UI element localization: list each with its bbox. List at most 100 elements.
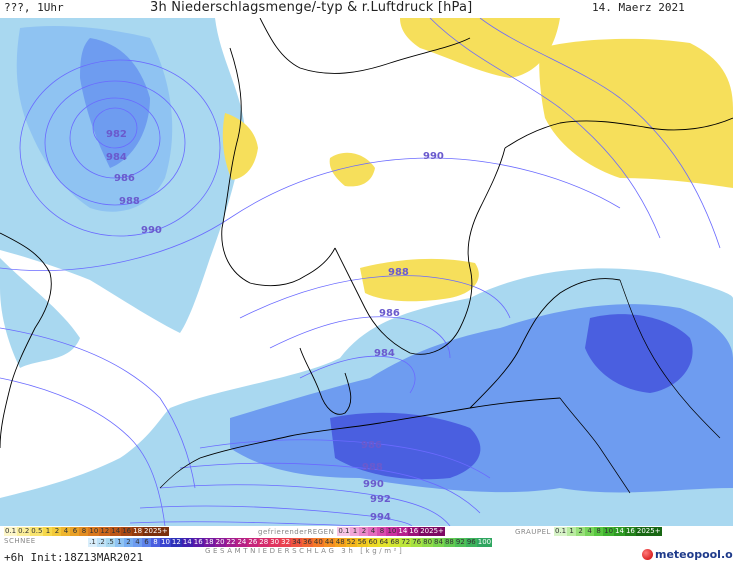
isobar-west-1: [0, 327, 196, 489]
isobar-label-986-center: 986: [379, 308, 400, 319]
brand-logo[interactable]: meteopool.org: [642, 548, 733, 561]
legend-precip-swatch-9: 12: [170, 538, 182, 547]
legend-snow-label-row: SCHNEE: [4, 536, 36, 545]
legend-freezing-swatch-4: 8: [377, 527, 387, 536]
legend-precip-swatch-11: 16: [192, 538, 204, 547]
isobar-east-1: [429, 18, 661, 239]
isobar-988-b: [239, 275, 511, 319]
legend-precip-swatch-23: 44: [323, 538, 335, 547]
legend-precip-swatch-7: 8: [151, 538, 160, 547]
isobar-984: [69, 97, 161, 179]
rain-field-central-heavy: [585, 314, 693, 393]
legend-precip-swatch-13: 20: [214, 538, 226, 547]
legend-snow-swatch-0: 0.1: [4, 527, 18, 536]
isobar-label-988-south: 988: [362, 462, 383, 473]
isobar-label-984: 984: [106, 152, 127, 163]
legend-precip-swatch-22: 40: [312, 538, 324, 547]
legend-graupel-swatch-1: 1: [567, 527, 577, 536]
legend-precip-swatch-29: 68: [389, 538, 401, 547]
legend-snow-swatch-11: 16: [121, 527, 133, 536]
isobar-label-986: 986: [114, 173, 135, 184]
isobar-992: [139, 505, 413, 526]
legend-snow-label: SCHNEE: [4, 536, 36, 545]
legend-snow-swatch-4: 2: [52, 527, 62, 536]
brand-logo-icon: [642, 549, 653, 560]
legend-precip-swatch-21: 36: [301, 538, 313, 547]
legend-precip-swatch-17: 28: [258, 538, 270, 547]
legend-precip-swatch-36: 96: [465, 538, 477, 547]
map-date: 14. Maerz 2021: [592, 1, 685, 14]
legend-precip-swatch-25: 52: [345, 538, 357, 547]
legend-snow-swatch-5: 4: [61, 527, 71, 536]
rain-field-west-lower: [0, 258, 80, 368]
snow-field-norway: [222, 113, 258, 180]
coastline-finland: [504, 117, 733, 149]
legend-freezing-swatch-7: 16: [408, 527, 420, 536]
legend-freezing-swatch-1: 1: [350, 527, 360, 536]
legend-precip-swatch-20: 34: [291, 538, 302, 547]
precip-layer: [0, 18, 733, 526]
isobar-988: [19, 59, 221, 237]
legend-freezing-swatch-8: 2025+: [419, 527, 445, 536]
legend-snow-swatch-8: 10: [88, 527, 100, 536]
legend-precip-swatch-1: .2: [97, 538, 106, 547]
legend-snow-swatch-6: 6: [70, 527, 80, 536]
isobar-994: [129, 521, 361, 526]
legend-precip-swatch-31: 76: [411, 538, 423, 547]
legend-precip-swatch-35: 92: [454, 538, 466, 547]
isobar-label-990-north: 990: [423, 151, 444, 162]
coastline-layer: [0, 18, 733, 494]
legend-precip-swatch-19: 32: [280, 538, 292, 547]
isobar-986-c: [199, 439, 491, 479]
isobar-layer: [0, 18, 721, 526]
isobar-990-a: [0, 157, 621, 271]
snow-field-north: [400, 18, 560, 78]
legend-freezing-swatch-3: 4: [368, 527, 378, 536]
legend-precip-swatch-24: 48: [334, 538, 346, 547]
map-title: 3h Niederschlagsmenge/-typ & r.Luftdruck…: [150, 0, 473, 15]
legend-precip-swatch-18: 30: [269, 538, 281, 547]
isobar-west-2: [0, 377, 166, 526]
legend-snow-swatch-10: 14: [110, 527, 122, 536]
legend-precip-swatch-14: 22: [225, 538, 237, 547]
coastline-norway: [221, 47, 336, 287]
isobar-982: [92, 107, 138, 149]
legend-freezing-label: gefrierenderREGEN: [258, 527, 335, 536]
coastline-baltic: [469, 278, 621, 409]
legend-precip-swatch-28: 64: [378, 538, 390, 547]
legend-precip-swatch-34: 88: [443, 538, 455, 547]
legend-freezing-swatch-5: 10: [386, 527, 398, 536]
legend-graupel-swatch-4: 8: [594, 527, 604, 536]
isobar-labels: 982 984 986 988 990 990 988 986 984 986 …: [106, 129, 444, 523]
border-poland: [559, 397, 631, 494]
isobar-label-984-center: 984: [374, 348, 395, 359]
isobar-label-982: 982: [106, 129, 127, 140]
isobar-label-988: 988: [119, 196, 140, 207]
legend-precip-swatch-8: 10: [160, 538, 171, 547]
isobar-988-c: [179, 462, 481, 514]
isobar-label-992: 992: [370, 494, 391, 505]
precip-legend-title: GESAMTNIEDERSCHLAG 3h [kg/m²]: [205, 547, 405, 555]
isobar-label-986-south: 986: [361, 440, 382, 451]
isobar-label-990-south: 990: [363, 479, 384, 490]
isobar-label-990-west: 990: [141, 225, 162, 236]
legend-snow-swatch-3: 1: [43, 527, 53, 536]
legend-snow-swatch-13: 2025+: [143, 527, 169, 536]
isobar-label-988-center: 988: [388, 267, 409, 278]
legend-graupel-swatch-3: 4: [585, 527, 595, 536]
rain-field-atlantic-core: [80, 38, 150, 168]
coastline-north: [259, 18, 471, 74]
legend-freezing-swatch-6: 14: [397, 527, 409, 536]
legend-snow-swatch-9: 12: [99, 527, 111, 536]
brand-name: meteopool.org: [655, 548, 733, 561]
border-netherlands: [159, 457, 201, 489]
legend-precip-swatch-12: 18: [203, 538, 215, 547]
legend-precip-swatch-4: 2: [124, 538, 133, 547]
snow-field-sweden: [360, 258, 479, 302]
legend-precip-swatch-33: 84: [433, 538, 444, 547]
legend-precip-swatch-0: .1: [88, 538, 97, 547]
coastline-uk: [0, 232, 52, 449]
legend-precip-swatch-15: 24: [236, 538, 248, 547]
legend-precip-swatch-6: 6: [142, 538, 151, 547]
